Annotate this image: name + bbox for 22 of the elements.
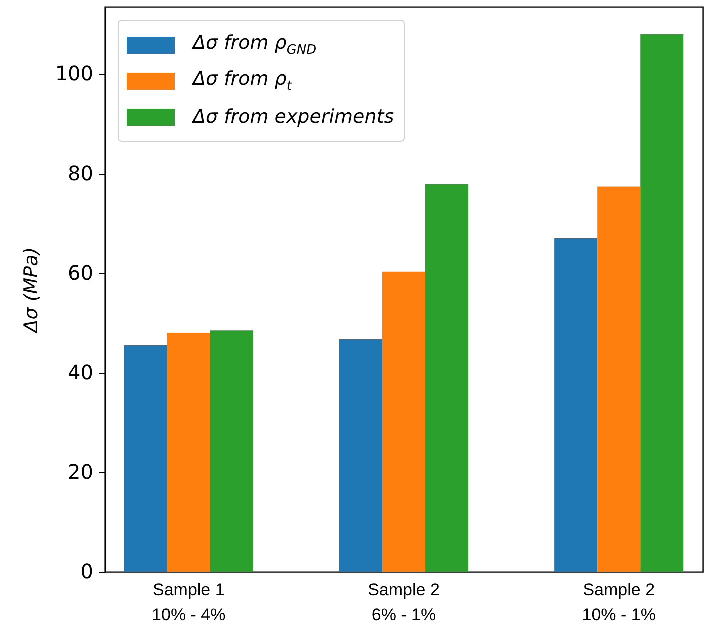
bar (339, 340, 382, 572)
y-tick-label: 100 (55, 62, 94, 86)
x-tick-label: Sample 1 10% - 4% (152, 580, 226, 624)
bar (210, 330, 254, 572)
legend-label: Δσ from ρ$_{GND}$ (193, 32, 317, 58)
y-tick-label: 60 (68, 260, 94, 285)
bar (598, 186, 641, 572)
y-tick-label: 0 (80, 560, 94, 584)
y-tick-label: 80 (68, 161, 94, 186)
bar (640, 34, 684, 572)
y-tick-label: 40 (68, 360, 94, 384)
y-tick-label: 20 (68, 460, 94, 484)
bar (426, 184, 469, 572)
bar (554, 238, 598, 572)
x-tick-label: Sample 2 10% - 1% (582, 580, 656, 624)
bar (124, 346, 168, 572)
bar (382, 272, 426, 572)
legend-label: Δσ from experiments (193, 106, 394, 128)
bar (167, 333, 210, 572)
x-tick-label: Sample 2 6% - 1% (368, 580, 440, 624)
y-axis-title: Δσ (MPa) (20, 247, 42, 335)
legend-label: Δσ from ρ$_{t}$ (193, 68, 292, 94)
